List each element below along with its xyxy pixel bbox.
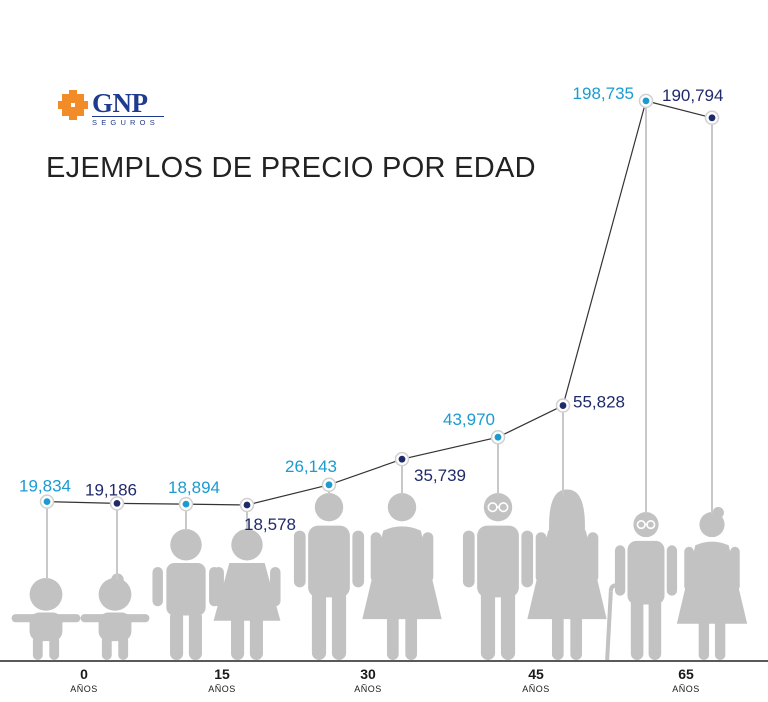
data-point — [708, 114, 716, 122]
data-point — [642, 97, 650, 105]
data-point — [325, 481, 333, 489]
data-point — [182, 500, 190, 508]
person-figure-woman-long-hair — [527, 489, 607, 660]
data-label: 18,894 — [168, 478, 220, 497]
figures-layer — [11, 489, 748, 661]
person-figure-boy — [152, 529, 220, 660]
person-figure-man — [293, 493, 365, 660]
points-layer — [39, 93, 720, 513]
age-tick-label: 65 — [678, 666, 694, 682]
person-figure-old-woman — [676, 506, 748, 660]
price-line — [46, 100, 713, 506]
age-unit-label: AÑOS — [354, 684, 382, 694]
person-figure-baby — [80, 573, 150, 660]
labels-layer: 19,834 19,186 18,894 18,578 26,143 35,739 43,9… — [19, 84, 723, 534]
person-figure-girl-teen — [213, 529, 281, 660]
data-label: 55,828 — [573, 393, 625, 412]
person-figure-woman — [362, 493, 442, 660]
person-figure-girl — [11, 578, 81, 660]
logo-text: GNP — [92, 88, 148, 118]
person-figure-man-glasses — [462, 493, 534, 660]
age-tick-label: 45 — [528, 666, 544, 682]
chart-title: EJEMPLOS DE PRECIO POR EDAD — [46, 152, 536, 184]
logo-rule — [92, 116, 164, 117]
age-unit-label: AÑOS — [70, 684, 98, 694]
data-label: 190,794 — [662, 86, 723, 105]
age-unit-label: AÑOS — [672, 684, 700, 694]
data-label: 19,834 — [19, 477, 71, 496]
age-tick-label: 0 — [80, 666, 88, 682]
age-tick-label: 15 — [214, 666, 230, 682]
data-label: 35,739 — [414, 466, 466, 485]
age-unit-label: AÑOS — [522, 684, 550, 694]
data-point — [113, 499, 121, 507]
age-unit-label: AÑOS — [208, 684, 236, 694]
line-layer — [46, 100, 713, 506]
age-tick-label: 30 — [360, 666, 376, 682]
data-label: 198,735 — [573, 84, 634, 103]
data-point — [494, 433, 502, 441]
person-figure-old-man-cane — [605, 512, 678, 661]
data-label: 18,578 — [244, 515, 296, 534]
data-label: 19,186 — [85, 480, 137, 499]
gnp-logo: GNP SEGUROS — [58, 88, 168, 132]
data-point — [559, 402, 567, 409]
data-point — [43, 498, 51, 506]
data-label: 43,970 — [443, 410, 495, 429]
axis-layer: 0 AÑOS 15 AÑOS 30 AÑOS 45 AÑOS 65 AÑOS — [0, 660, 768, 694]
gnp-cross-logo-icon — [58, 90, 88, 120]
data-label: 26,143 — [285, 457, 337, 476]
data-point — [243, 501, 251, 509]
logo-subtext: SEGUROS — [92, 118, 159, 127]
stems-layer — [46, 100, 713, 580]
data-point — [398, 455, 406, 463]
